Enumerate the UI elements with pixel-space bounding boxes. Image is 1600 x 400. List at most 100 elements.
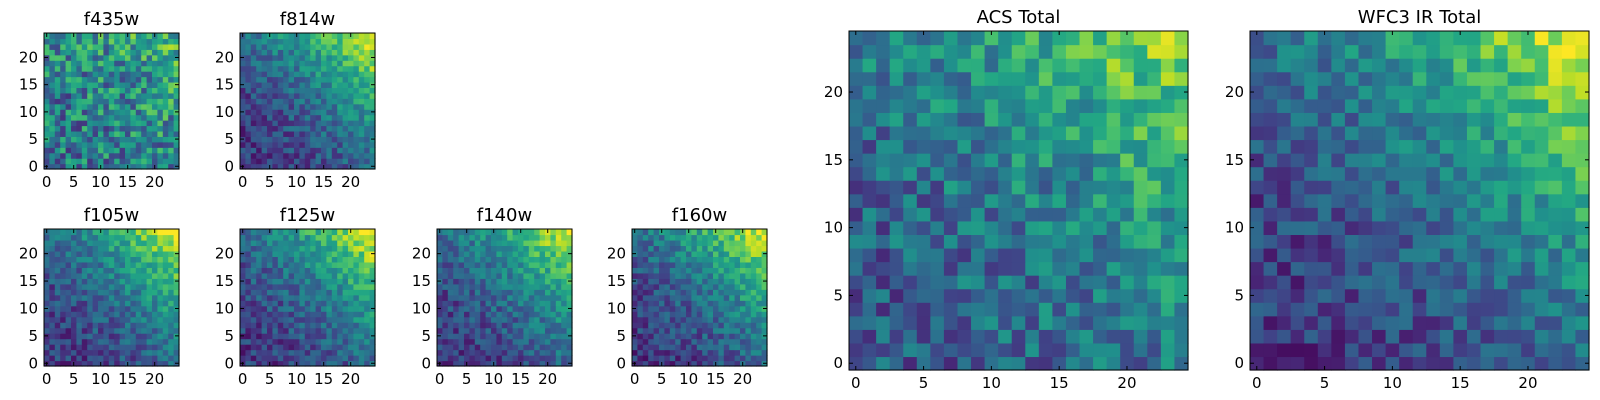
heatmap-cell: [135, 272, 142, 279]
heatmap-cell: [173, 49, 180, 56]
heatmap-cell: [299, 349, 306, 356]
heatmap-cell: [957, 71, 972, 86]
heatmap-cell: [294, 300, 300, 307]
heatmap-cell: [125, 98, 131, 105]
heatmap-cell: [54, 349, 61, 356]
heatmap-cell: [729, 344, 736, 351]
heatmap-cell: [299, 130, 306, 137]
heatmap-cell: [1250, 329, 1265, 344]
heatmap-cell: [653, 322, 660, 329]
heatmap-cell: [659, 305, 665, 312]
heatmap-cell: [326, 147, 333, 154]
heatmap-cell: [469, 289, 476, 296]
heatmap-cell: [256, 158, 263, 165]
heatmap-cell: [1507, 302, 1522, 317]
heatmap-cell: [437, 272, 443, 279]
heatmap-cell: [71, 103, 77, 110]
heatmap-cell: [125, 71, 131, 78]
heatmap-cell: [930, 139, 945, 154]
heatmap-cell: [998, 329, 1013, 344]
x-tick-label: 5: [919, 374, 929, 392]
heatmap-cell: [675, 229, 682, 236]
heatmap-cell: [364, 49, 371, 56]
heatmap-cell: [1277, 207, 1292, 222]
heatmap-cell: [98, 130, 104, 137]
heatmap-cell: [152, 87, 158, 94]
heatmap-cell: [1025, 44, 1040, 59]
heatmap-cell: [447, 289, 454, 296]
heatmap-cell: [267, 125, 273, 132]
heatmap-cell: [256, 114, 263, 121]
heatmap-cell: [984, 356, 999, 371]
heatmap-cell: [173, 261, 180, 268]
heatmap-cell: [146, 250, 153, 257]
heatmap-cell: [294, 245, 300, 252]
heatmap-cell: [245, 49, 252, 56]
heatmap-cell: [1507, 342, 1522, 358]
heatmap-cell: [680, 333, 687, 340]
heatmap-cell: [696, 349, 703, 356]
heatmap-cell: [92, 76, 99, 83]
heatmap-cell: [566, 300, 573, 307]
heatmap-cell: [364, 344, 371, 351]
heatmap-cell: [299, 87, 306, 94]
heatmap-cell: [250, 33, 257, 40]
heatmap-cell: [930, 153, 945, 168]
heatmap-cell: [76, 333, 83, 340]
heatmap-cell: [342, 49, 349, 56]
heatmap-cell: [81, 49, 88, 56]
heatmap-cell: [507, 333, 514, 340]
heatmap-cell: [342, 344, 349, 351]
heatmap-cell: [49, 278, 56, 285]
heatmap-cell: [299, 355, 306, 362]
heatmap-cell: [321, 158, 327, 165]
heatmap-cell: [862, 58, 877, 73]
heatmap-cell: [261, 81, 268, 88]
heatmap-cell: [1453, 193, 1468, 208]
heatmap-cell: [750, 289, 757, 296]
heatmap-cell: [321, 38, 327, 45]
heatmap-cell: [369, 349, 376, 356]
heatmap-cell: [44, 294, 50, 301]
heatmap-cell: [157, 245, 164, 252]
heatmap-cell: [152, 234, 158, 241]
heatmap-cell: [92, 245, 99, 252]
heatmap-cell: [458, 272, 465, 279]
heatmap-cell: [326, 109, 333, 116]
heatmap-cell: [283, 33, 290, 40]
heatmap-cell: [358, 333, 365, 340]
heatmap-cell: [518, 349, 524, 356]
heatmap-cell: [71, 136, 77, 143]
heatmap-cell: [469, 355, 476, 362]
heatmap-cell: [353, 355, 360, 362]
heatmap-cell: [648, 245, 655, 252]
heatmap-cell: [485, 344, 492, 351]
heatmap-cell: [998, 85, 1013, 100]
heatmap-cell: [146, 114, 153, 121]
heatmap-cell: [168, 272, 175, 279]
heatmap-cell: [1575, 180, 1590, 195]
heatmap-cell: [1548, 315, 1563, 330]
heatmap-cell: [130, 250, 137, 257]
heatmap-cell: [453, 316, 460, 323]
heatmap-cell: [87, 33, 94, 40]
heatmap-cell: [125, 43, 131, 50]
heatmap-cell: [750, 256, 757, 263]
heatmap-cell: [876, 275, 891, 290]
heatmap-cell: [943, 207, 959, 222]
heatmap-cell: [294, 234, 300, 241]
heatmap-cell: [729, 267, 736, 274]
heatmap-cell: [745, 272, 752, 279]
heatmap-cell: [92, 136, 99, 143]
heatmap-cell: [337, 300, 344, 307]
heatmap-cell: [358, 305, 365, 312]
x-tick-label: 15: [314, 370, 333, 388]
heatmap-cell: [114, 289, 121, 296]
heatmap-cell: [469, 294, 476, 301]
heatmap-cell: [889, 85, 904, 100]
heatmap-cell: [310, 109, 317, 116]
heatmap-cell: [81, 81, 88, 88]
heatmap-cell: [1038, 71, 1053, 86]
heatmap-cell: [1065, 112, 1081, 127]
heatmap-cell: [114, 54, 121, 61]
